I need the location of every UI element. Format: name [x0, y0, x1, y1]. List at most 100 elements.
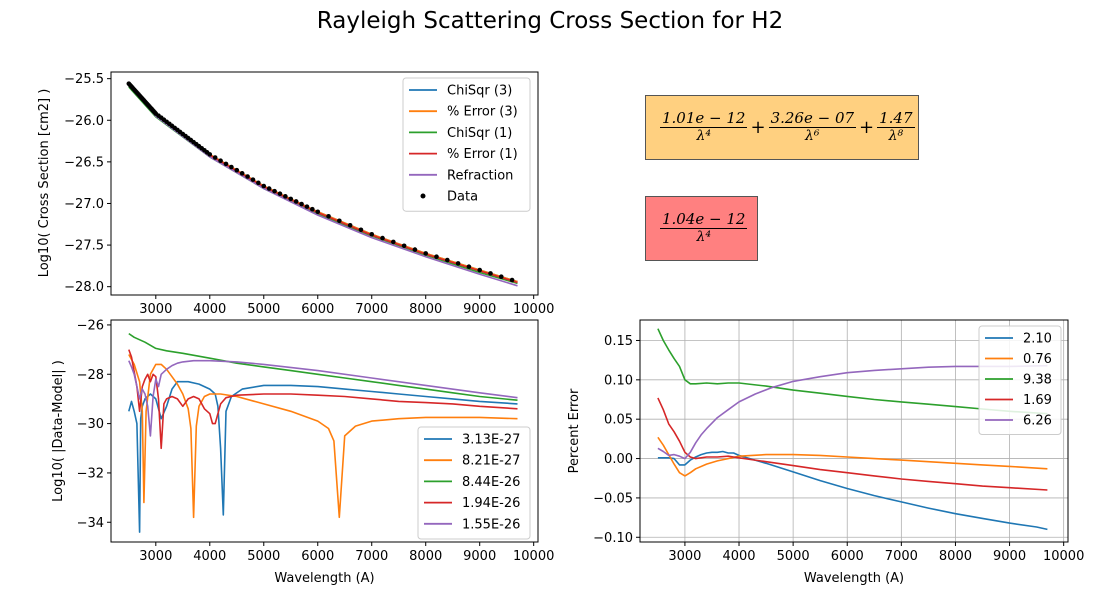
formula-single-coef: 1.04e − 12: [660, 210, 748, 229]
x-tick-label: 10000: [513, 302, 554, 317]
data-point: [288, 196, 294, 202]
legend-label: 3.13E-27: [462, 433, 520, 448]
fit-formula-one-term: 1.04e − 12 λ⁴: [645, 196, 758, 261]
x-tick-label: 8000: [939, 549, 972, 564]
y-axis-label: Percent Error: [567, 388, 582, 473]
y-tick-label: −28.0: [64, 280, 104, 295]
legend-label: % Error (3): [447, 105, 518, 120]
formula-single-power: λ⁴: [696, 229, 711, 245]
legend-label: 9.38: [1023, 373, 1052, 388]
plot-area: [657, 328, 1048, 531]
y-axis-label: Log10( Cross Section [cm2] ): [37, 89, 52, 278]
axes-frame: [110, 71, 539, 296]
series-line-6.26: [657, 364, 1048, 460]
x-tick-label: 7000: [355, 549, 388, 564]
legend-box: [978, 325, 1062, 435]
legend-label: Data: [447, 190, 478, 205]
y-axis-label: Log10( |Data-Model| ): [51, 360, 66, 502]
y-tick-label: −28: [77, 368, 104, 383]
y-tick-label: −26.5: [64, 155, 104, 170]
data-point: [315, 209, 321, 215]
formula-term-2: 3.26e − 07 λ⁶: [768, 110, 857, 145]
data-point: [509, 277, 515, 283]
series-line-9.38: [657, 328, 1048, 415]
x-tick-label: 8000: [409, 549, 442, 564]
x-tick-label: 7000: [885, 549, 918, 564]
formula-term-single: 1.04e − 12 λ⁴: [660, 210, 748, 246]
legend-label: 1.69: [1023, 393, 1052, 408]
series-line-1.69: [657, 397, 1048, 491]
plus-sign: +: [859, 117, 875, 138]
y-tick-label: −0.10: [593, 531, 633, 546]
legend-swatch: [420, 193, 426, 199]
data-point: [266, 186, 272, 191]
legend-label: ChiSqr (3): [447, 84, 512, 99]
data-point: [477, 267, 482, 273]
data-point: [380, 235, 385, 241]
x-tick-label: 3000: [668, 549, 701, 564]
x-tick-label: 6000: [831, 549, 864, 564]
data-point: [207, 152, 213, 157]
data-point: [293, 199, 299, 204]
legend-label: ChiSqr (1): [447, 126, 512, 141]
x-tick-label: 5000: [777, 549, 810, 564]
plus-sign: +: [750, 117, 766, 138]
series-line-1.94E-26: [128, 349, 518, 450]
x-tick-label: 7000: [355, 302, 388, 317]
formula-term-1: 1.01e − 12 λ⁴: [660, 110, 748, 145]
series-line-8.21E-27: [128, 354, 518, 519]
x-tick-label: 8000: [409, 302, 442, 317]
x-tick-label: 3000: [139, 302, 172, 317]
axes-frame: [639, 319, 1069, 543]
x-tick-label: 6000: [301, 549, 334, 564]
x-tick-label: 9000: [463, 302, 496, 317]
plot-area: [126, 81, 518, 287]
legend-label: 1.55E-26: [462, 517, 520, 532]
data-point: [358, 227, 364, 233]
y-tick-label: −0.05: [593, 491, 633, 506]
x-tick-label: 5000: [247, 302, 280, 317]
plot-area: [128, 332, 518, 533]
data-point: [412, 247, 418, 252]
series-line-2.10: [657, 450, 1048, 531]
y-tick-label: 0.15: [604, 334, 633, 349]
data-point: [304, 204, 310, 209]
legend-label: Refraction: [447, 168, 513, 183]
data-point: [299, 201, 304, 207]
legend: 3.13E-27 8.21E-27 8.44E-26 1.94E-26 1.55E-26: [417, 426, 531, 540]
legend: 2.10 0.76 9.38 1.69 6.26: [978, 325, 1062, 435]
legend-label: 6.26: [1023, 414, 1052, 429]
x-tick-label: 4000: [193, 549, 226, 564]
y-tick-label: −34: [77, 516, 104, 531]
data-point: [234, 167, 240, 173]
data-point: [229, 164, 234, 170]
chart-top-left: 3000 4000 5000 6000 7000 8000 9000 10000 −25.5 −2…: [37, 71, 554, 317]
x-tick-label: 4000: [722, 549, 755, 564]
y-tick-label: 0.00: [604, 452, 633, 467]
series-line-1.55E-26: [128, 359, 518, 437]
legend-label: 1.94E-26: [462, 496, 520, 511]
data-point: [326, 213, 331, 219]
data-point: [272, 188, 277, 194]
data-point: [239, 171, 245, 176]
y-tick-label: −32: [77, 466, 104, 481]
legend-label: 2.10: [1023, 332, 1052, 347]
data-point: [283, 194, 288, 199]
data-point: [434, 254, 439, 260]
data-point: [466, 264, 472, 270]
data-point: [212, 155, 218, 160]
y-tick-label: 0.05: [604, 413, 633, 428]
x-axis-label: Wavelength (A): [804, 571, 904, 586]
data-point: [256, 180, 261, 186]
figure-title: Rayleigh Scattering Cross Section for H2: [316, 8, 784, 34]
formula-term-3: 1.47 λ⁸: [877, 110, 915, 145]
x-tick-label: 10000: [1043, 549, 1084, 564]
data-point: [337, 218, 342, 224]
y-tick-label: −27.5: [64, 239, 104, 254]
data-point: [445, 257, 450, 263]
data-point: [261, 183, 267, 189]
legend-label: 0.76: [1023, 352, 1052, 367]
fit-formula-three-term: 1.01e − 12 λ⁴ + 3.26e − 07 λ⁶ + 1.47 λ⁸: [645, 95, 919, 160]
y-tick-label: −30: [77, 417, 104, 432]
series-line-0.76: [657, 436, 1048, 477]
